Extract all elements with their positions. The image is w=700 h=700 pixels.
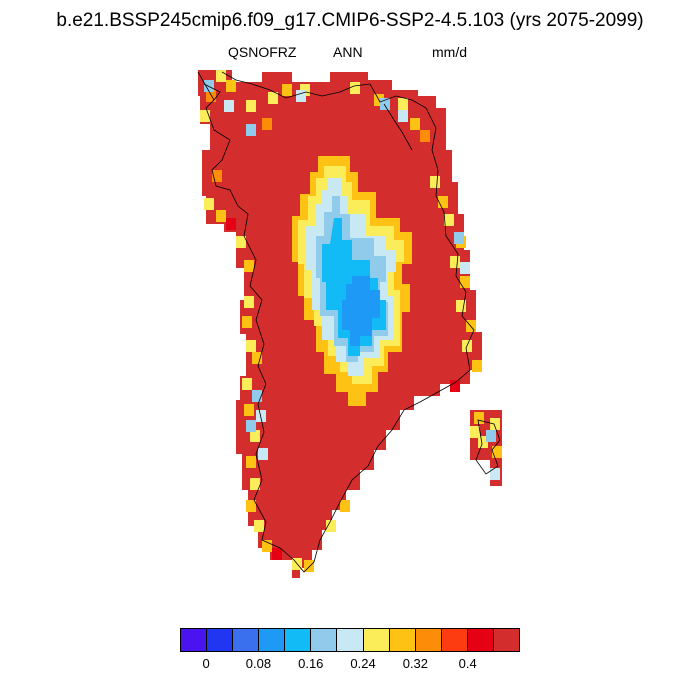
margin-cell [216,70,226,82]
margin-cell [282,84,292,96]
coastal-blue-cell [454,232,464,244]
colorbar-bin [493,629,520,651]
margin-cell [410,118,420,130]
margin-cell [472,360,482,372]
colorbar-bin [363,629,390,651]
margin-cell [226,218,236,230]
margin-cell [250,430,260,442]
margin-cell [350,82,360,94]
coastal-blue-cell [224,100,234,112]
margin-cell [438,196,448,208]
colorbar-bin [285,629,312,651]
margin-cell [450,256,460,268]
margin-cell [398,98,408,110]
margin-cell [268,92,278,104]
greenland-coastline [197,71,475,573]
coastal-blue-cell [296,90,306,102]
margin-cell [200,110,210,122]
colorbar-tick-label: 0.08 [245,656,272,671]
margin-cell [430,176,440,188]
margin-cell [272,548,282,560]
coastline-fjord-ne [383,103,413,151]
interior-minimum [342,276,380,346]
margin-cell [204,198,214,210]
period-label: ANN [333,44,363,60]
colorbar-tick-labels: 0 0.08 0.16 0.24 0.32 0.4 [0,656,700,676]
margin-cell [420,130,430,142]
coastal-blue-cell [460,262,470,274]
margin-cell [242,316,252,328]
colorbar-bin [181,629,208,651]
margin-cell [244,296,254,308]
margin-cell [492,446,502,458]
coastal-blue-cell [258,448,268,460]
colorbar-bin [311,629,338,651]
margin-cell [262,540,272,552]
margin-cell [262,118,272,130]
margin-cell [340,500,350,512]
colorbar-tick-label: 0 [202,656,210,671]
margin-cell [460,276,470,288]
margin-cell [246,456,256,468]
coastal-blue-cell [252,390,262,402]
margin-cell [450,380,460,392]
coastal-blue-cell [246,124,256,136]
coastal-blue-cell [398,110,408,122]
margin-cell [254,520,264,532]
margin-cell [244,260,254,272]
coastal-blue-cell [380,98,390,110]
colorbar-bin [233,629,260,651]
margin-cell [474,412,484,424]
margin-cell [246,500,256,512]
colorbar-bin [207,629,234,651]
margin-cell [212,170,222,182]
greenland-map [197,70,502,578]
colorbar-bin [389,629,416,651]
margin-cell [236,236,246,248]
coastal-blue-cell [204,80,214,92]
figure-title: b.e21.BSSP245cmip6.f09_g17.CMIP6-SSP2-4.… [56,10,644,31]
margin-cell [246,100,256,112]
coastal-blue-cell [486,430,496,442]
colorbar-bin [441,629,468,651]
margin-cell [246,340,256,352]
margin-cell [478,436,488,448]
coastal-blue-cell [256,410,266,422]
colorbar-bin [415,629,442,651]
colorbar-bin [259,629,286,651]
variable-label: QSNOFRZ [228,44,297,60]
colorbar-bin [467,629,494,651]
units-label: mm/d [432,44,467,60]
colorbar [180,628,520,652]
margin-cell [490,418,500,430]
margin-cell [326,520,336,532]
coastline-fjord-north [203,83,221,101]
margin-cell [242,378,252,390]
margin-cell [206,90,216,102]
margin-cell [444,214,454,226]
colorbar-tick-label: 0.16 [298,656,324,671]
margin-cell [456,300,466,312]
margin-cell [216,210,226,222]
coastal-blue-cell [490,468,500,480]
margin-cell [252,352,262,364]
margin-cell [226,80,236,92]
colorbar-tick-label: 0.24 [350,656,376,671]
colorbar-tick-label: 0.32 [402,656,429,671]
coastal-blue-cell [246,420,256,432]
colorbar-tick-label: 0.4 [458,656,477,671]
margin-cell [304,560,314,572]
margin-cell [470,426,480,438]
margin-cell [250,478,260,490]
coastline-east-fragment [475,419,501,475]
colorbar-bin [337,629,364,651]
margin-cell [244,404,254,416]
